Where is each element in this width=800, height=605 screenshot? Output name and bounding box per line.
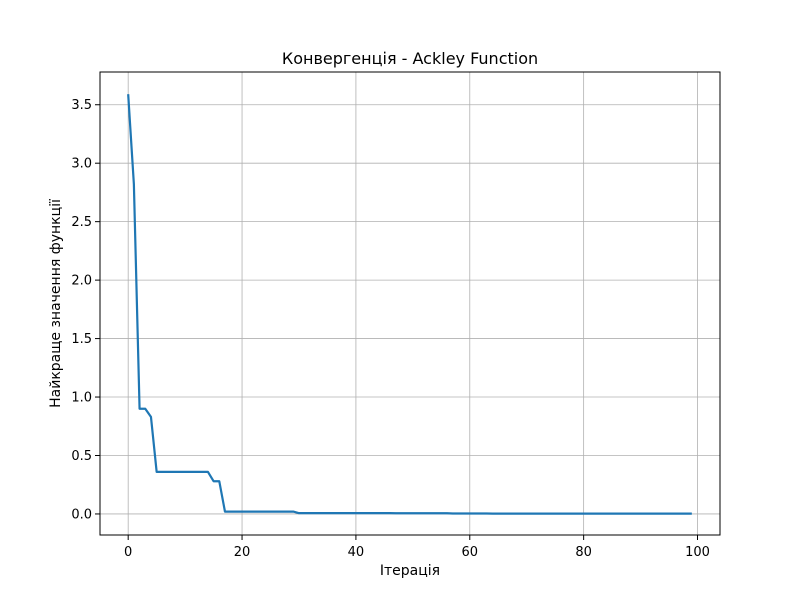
x-axis-ticks: 0 20 40 60 80 100 <box>124 535 710 560</box>
x-tick-label: 80 <box>575 545 592 560</box>
y-axis-label: Найкраще значення функції <box>48 199 64 408</box>
plot-frame <box>99 71 721 536</box>
x-axis-label: Ітерація <box>380 563 440 579</box>
y-axis-ticks: 0.0 0.5 1.0 1.5 2.0 2.5 3.0 3.5 <box>71 98 100 522</box>
y-tick-label: 2.0 <box>71 274 92 289</box>
x-tick-label: 60 <box>462 545 479 560</box>
y-tick-label: 1.0 <box>71 391 92 406</box>
y-tick-label: 3.5 <box>71 98 92 113</box>
x-tick-label: 100 <box>685 545 710 560</box>
y-tick-label: 0.0 <box>71 507 92 522</box>
y-tick-label: 3.0 <box>71 157 92 172</box>
y-tick-label: 0.5 <box>71 449 92 464</box>
x-tick-label: 20 <box>234 545 251 560</box>
x-tick-label: 40 <box>348 545 365 560</box>
x-tick-label: 0 <box>124 545 132 560</box>
series-layer <box>127 94 692 515</box>
y-tick-label: 2.5 <box>71 215 92 230</box>
grid-lines <box>100 72 720 535</box>
chart-title: Конвергенція - Ackley Function <box>282 49 538 68</box>
y-tick-label: 1.5 <box>71 332 92 347</box>
convergence-line <box>127 94 692 515</box>
